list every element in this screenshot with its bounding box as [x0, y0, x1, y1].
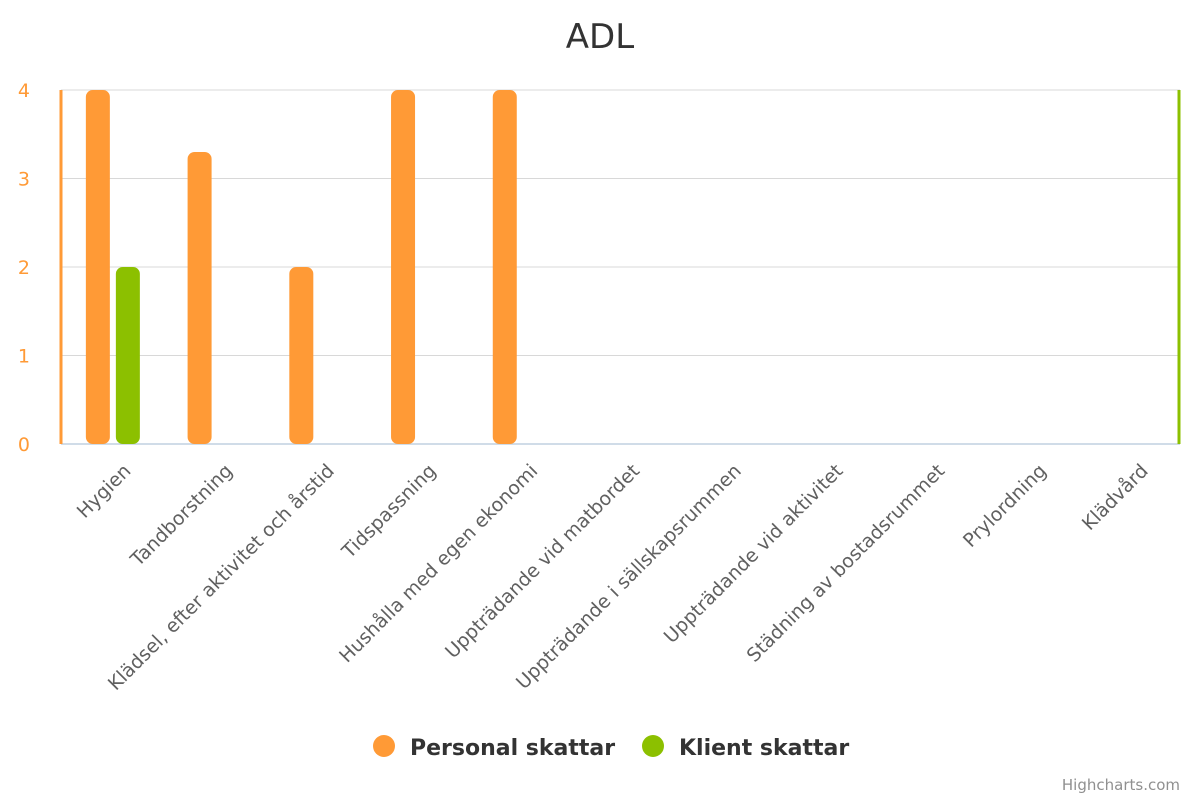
- y-tick-label: 1: [18, 346, 30, 368]
- legend-label: Klient skattar: [679, 736, 849, 761]
- y-tick-label: 3: [18, 169, 30, 191]
- bar-personal-2[interactable]: [289, 267, 314, 444]
- legend-item-klient[interactable]: Klient skattar: [642, 735, 849, 761]
- bar-personal-3[interactable]: [391, 90, 416, 444]
- y-tick-label: 0: [18, 434, 30, 456]
- x-tick-label: Uppträdande vid aktivitet: [660, 460, 848, 648]
- x-tick-label: Prylordning: [959, 460, 1051, 552]
- x-tick-label: Hygien: [73, 460, 136, 523]
- x-tick-label: Tandborstning: [126, 460, 237, 571]
- x-tick-label: Hushålla med egen ekonomi: [334, 459, 542, 667]
- legend: Personal skattar Klient skattar: [373, 735, 849, 761]
- x-tick-label: Uppträdande vid matbordet: [441, 460, 644, 663]
- credits-link[interactable]: Highcharts.com: [1062, 776, 1180, 794]
- y-tick-label: 2: [18, 257, 30, 279]
- bars: [85, 90, 517, 444]
- y-tick-label: 4: [18, 80, 30, 102]
- x-tick-label: Klädvård: [1077, 459, 1153, 535]
- bar-personal-0[interactable]: [85, 90, 110, 444]
- chart-title: ADL: [566, 17, 634, 57]
- bar-personal-4[interactable]: [492, 90, 517, 444]
- legend-label: Personal skattar: [410, 736, 615, 761]
- bar-personal-1[interactable]: [187, 151, 212, 444]
- legend-marker: [642, 735, 664, 757]
- bar-klient-0[interactable]: [115, 267, 140, 444]
- x-tick-label: Klädsel, efter aktivitet och årstid: [103, 459, 339, 695]
- x-tick-label: Tidspassning: [337, 460, 440, 563]
- x-tick-label: Städning av bostadsrummet: [743, 460, 950, 667]
- grid-lines: [61, 89, 1180, 445]
- legend-marker: [373, 735, 395, 757]
- legend-item-personal[interactable]: Personal skattar: [373, 735, 615, 761]
- x-tick-label: Uppträdande i sällskapsrummen: [512, 460, 746, 694]
